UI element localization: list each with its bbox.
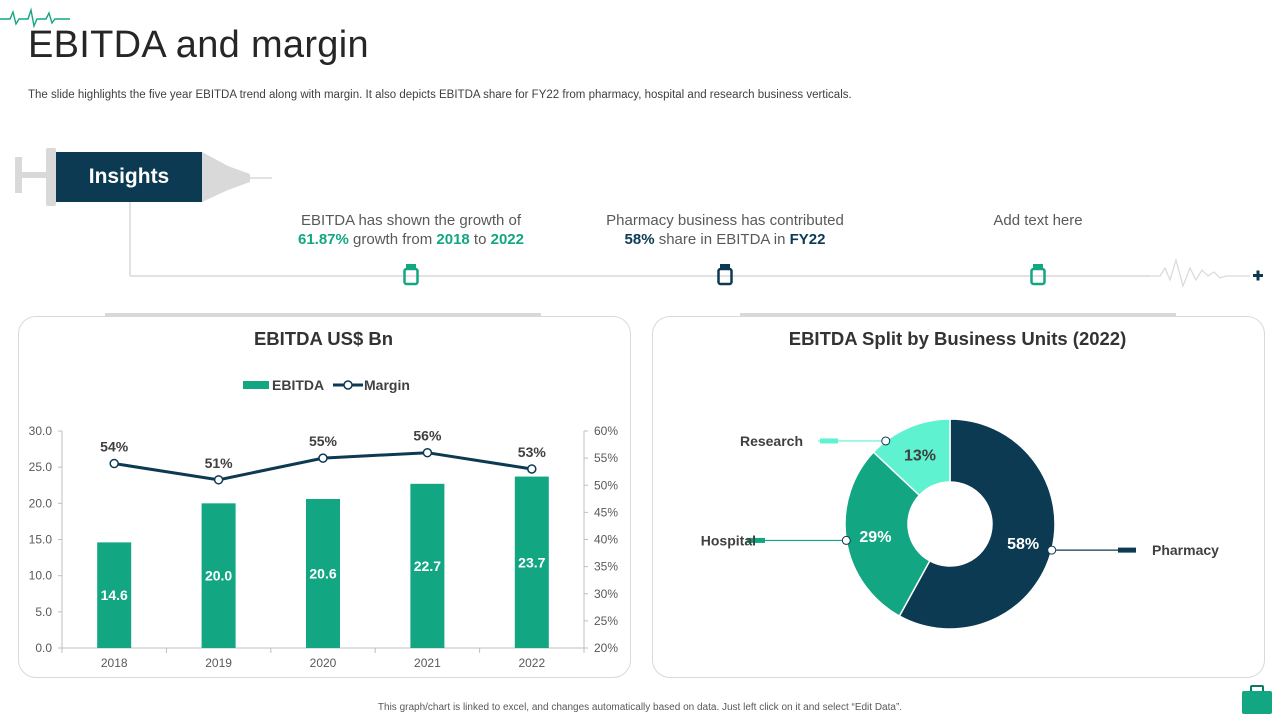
insight-item: EBITDA has shown the growth of 61.87% gr… [297,212,524,248]
x-tick-label: 2020 [310,656,337,670]
y2-tick-label: 50% [594,478,618,492]
y2-tick-label: 20% [594,641,618,655]
legend-swatch-ebitda [243,381,269,389]
ebitda-chart-title: EBITDA US$ Bn [253,328,394,349]
bottle-icon [403,264,419,286]
pie-data-label: 58% [1007,536,1039,553]
y2-tick-label: 40% [594,533,618,547]
syringe-plunger-icon [15,157,22,193]
callout-label-hospital: Hospital [701,532,756,548]
split-chart-title: EBITDA Split by Business Units (2022) [788,328,1127,349]
line-data-label: 55% [309,433,338,449]
bar-ebitda [97,542,132,648]
ebitda-split-donut-chart: 58% 29% 13% Pharmacy Hospital Research [701,418,1219,630]
x-tick-label: 2021 [414,656,441,670]
y-tick-label: 5.0 [35,605,52,619]
line-data-label: 54% [100,439,129,455]
heartbeat-line-icon [1150,257,1250,288]
ebitda-combo-chart: 0.0 5.0 10.0 15.0 20.0 25.0 30.0 20% 25% 30% 35% 40… [29,377,619,670]
pie-data-label: 13% [904,448,936,465]
y2-tick-label: 45% [594,505,618,519]
line-point-margin [109,458,119,469]
y-tick-label: 10.0 [29,569,53,583]
legend-marker-margin [343,380,353,390]
bar-data-label: 20.6 [309,565,336,581]
y-tick-label: 30.0 [29,424,53,438]
insights-label: Insights [56,152,202,202]
y2-tick-label: 35% [594,560,618,574]
pie-slice-research [872,418,951,497]
page-title: EBITDA and margin [28,24,369,66]
line-point-margin [213,475,224,485]
y-tick-label: 20.0 [29,496,53,510]
x-tick-label: 2019 [205,656,232,670]
plus-icon [1253,270,1263,281]
syringe-icon [747,537,765,543]
callout-point [881,436,891,446]
pie-data-label: 29% [859,529,891,546]
legend-label: EBITDA [272,377,324,393]
bar-ebitda [306,498,340,648]
y-tick-label: 15.0 [29,533,53,547]
line-point-margin [318,453,328,463]
bottle-icon [1030,264,1046,286]
page-subtitle: The slide highlights the five year EBITD… [28,89,852,101]
bar-data-label: 22.7 [414,558,441,574]
bar-data-label: 14.6 [101,587,128,603]
y-tick-label: 0.0 [35,641,52,655]
pie-slice-pharmacy [898,418,1056,630]
line-data-label: 53% [518,444,547,460]
bar-data-label: 23.7 [518,554,545,570]
insights-timeline [15,148,1263,288]
insight-item: Pharmacy business has contributed 58% sh… [606,212,844,248]
footer-note: This graph/chart is linked to excel, and… [377,702,903,713]
y2-tick-label: 30% [594,587,618,601]
callout-label-research: Research [740,433,803,449]
syringe-icon [1118,547,1136,553]
bottle-icon [717,264,733,286]
bar-ebitda [410,483,445,648]
bar-data-label: 20.0 [205,568,232,584]
legend-label: Margin [364,377,410,393]
x-tick-label: 2022 [518,656,545,670]
callout-label-pharmacy: Pharmacy [1152,542,1219,558]
y-tick-label: 25.0 [29,460,53,474]
syringe-icon [820,438,838,444]
bar-ebitda [514,476,549,648]
pie-slice-hospital [844,451,931,618]
insight-item: Add text here [993,212,1083,229]
card-accent-bar [105,313,541,317]
callout-point [1047,545,1057,555]
callout-point [841,535,851,545]
y2-tick-label: 60% [594,424,618,438]
x-tick-label: 2018 [101,656,128,670]
line-data-label: 51% [205,455,234,471]
card-accent-bar [740,313,1176,317]
y2-tick-label: 55% [594,451,618,465]
line-point-margin [422,447,433,458]
bar-ebitda [201,503,236,648]
briefcase-icon [1242,685,1272,714]
heartbeat-line-icon [0,7,70,29]
line-data-label: 56% [413,428,442,444]
syringe-tip-icon [202,152,250,202]
line-point-margin [527,464,537,474]
y2-tick-label: 25% [594,614,618,628]
